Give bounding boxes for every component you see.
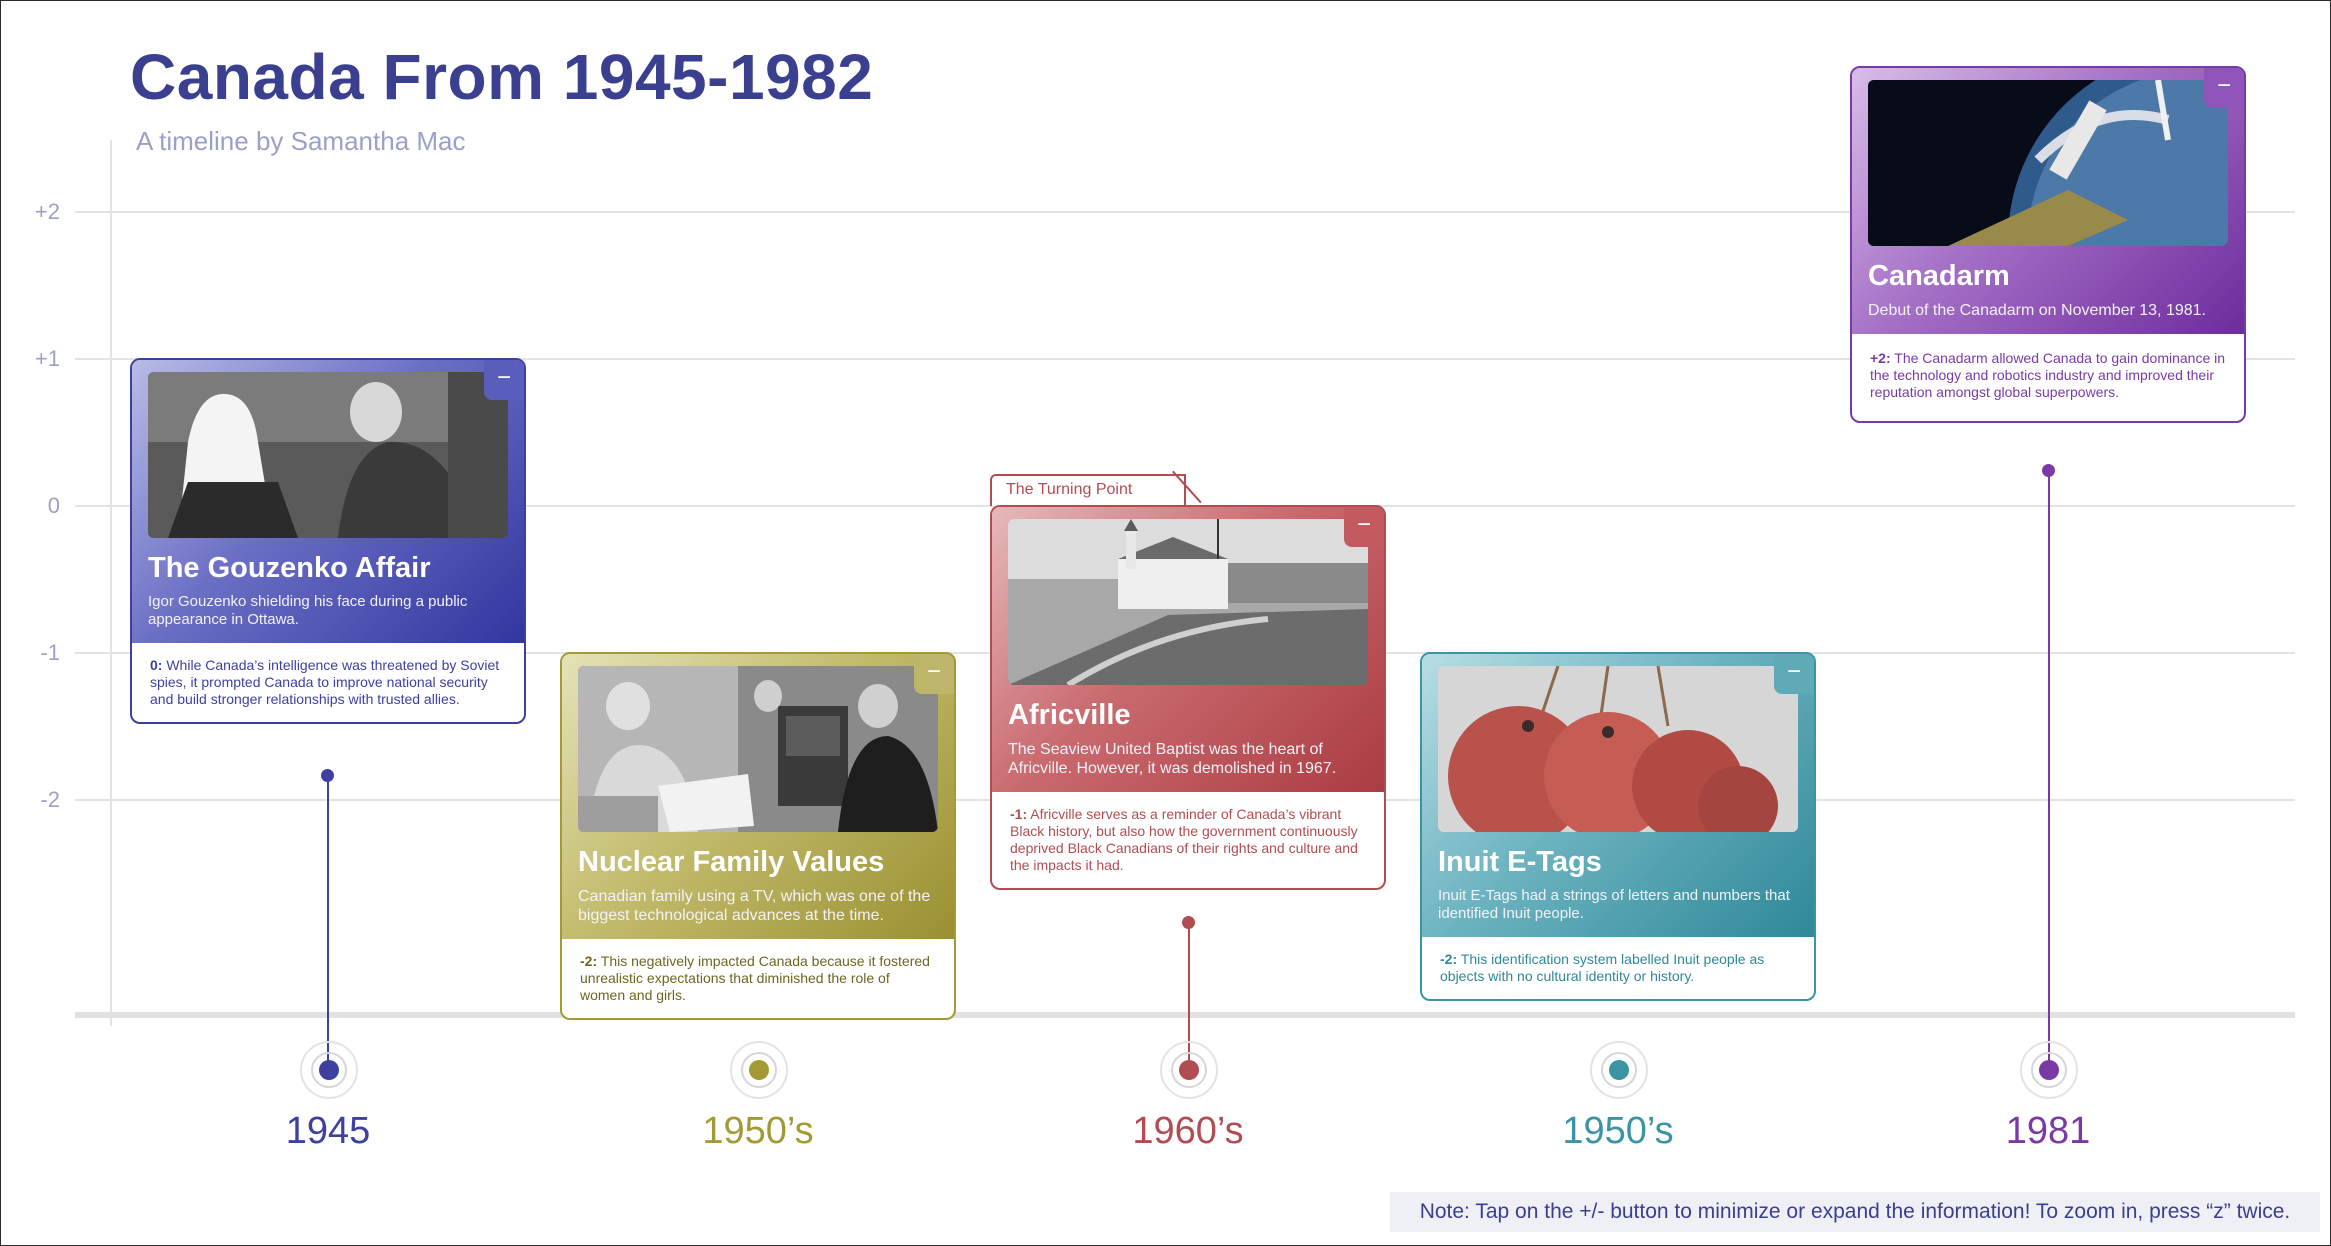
card-impact: -2: This identification system labelled … [1422, 937, 1814, 999]
timeline-marker-1981[interactable] [2020, 1041, 2078, 1099]
impact-score: -2: [1440, 951, 1458, 967]
timeline-baseline [75, 1012, 2295, 1018]
impact-text: This identification system labelled Inui… [1440, 951, 1765, 984]
impact-text: The Canadarm allowed Canada to gain domi… [1870, 350, 2226, 400]
card-caption: Inuit E-Tags had a strings of letters an… [1438, 887, 1790, 922]
impact-score: +2: [1870, 350, 1891, 366]
card-header: Canadarm Debut of the Canadarm on Novemb… [1852, 68, 2244, 334]
card-impact: -2: This negatively impacted Canada beca… [562, 939, 954, 1018]
stem-1945 [327, 775, 329, 1070]
africville-photo-art [1008, 519, 1368, 685]
africville-photo [1008, 519, 1368, 685]
turning-point-tab: The Turning Point [990, 474, 1186, 506]
minus-icon[interactable]: − [2204, 68, 2244, 108]
card-title: The Gouzenko Affair [148, 552, 431, 584]
inuit-e-tags-photo [1438, 666, 1798, 832]
card-impact: -1: Africville serves as a reminder of C… [992, 792, 1384, 888]
event-card-nuclear-family: Nuclear Family Values Canadian family us… [560, 652, 956, 1020]
year-label: 1960’s [1132, 1110, 1244, 1152]
y-label-plus1: +1 [34, 346, 60, 371]
y-label-minus2: -2 [40, 787, 60, 812]
help-note: Note: Tap on the +/- button to minimize … [1390, 1192, 2320, 1232]
stem-1960s [1188, 922, 1190, 1072]
impact-text: While Canada’s intelligence was threaten… [150, 657, 500, 707]
timeline-marker-1960s[interactable] [1160, 1041, 1218, 1099]
timeline-marker-1945[interactable] [300, 1041, 358, 1099]
stem-dot-1945 [321, 769, 334, 782]
gouzenko-photo [148, 372, 508, 538]
minus-icon[interactable]: − [1344, 507, 1384, 547]
stem-dot-1960s [1182, 916, 1195, 929]
canadarm-photo-art [1868, 80, 2228, 246]
year-label: 1950’s [702, 1110, 814, 1152]
canadarm-photo [1868, 80, 2228, 246]
stem-dot-1981 [2042, 464, 2055, 477]
nuclear-family-photo-art [578, 666, 938, 832]
card-title: Africville [1008, 699, 1131, 731]
page-title: Canada From 1945-1982 [130, 41, 874, 113]
card-caption: Igor Gouzenko shielding his face during … [148, 593, 468, 628]
minus-icon[interactable]: − [1774, 654, 1814, 694]
card-title: Nuclear Family Values [578, 846, 885, 878]
page-subtitle: A timeline by Samantha Mac [136, 126, 466, 156]
event-card-canadarm: Canadarm Debut of the Canadarm on Novemb… [1850, 66, 2246, 423]
event-card-africville: Africville The Seaview United Baptist wa… [990, 505, 1386, 890]
inuit-e-tags-photo-art [1438, 666, 1798, 832]
nuclear-family-photo [578, 666, 938, 832]
impact-score: -2: [580, 953, 598, 969]
card-title: Canadarm [1868, 260, 2010, 292]
y-axis [110, 140, 112, 1026]
card-header: Africville The Seaview United Baptist wa… [992, 507, 1384, 792]
card-impact: 0: While Canada’s intelligence was threa… [132, 643, 524, 722]
card-caption: The Seaview United Baptist was the heart… [1008, 741, 1337, 777]
card-caption: Debut of the Canadarm on November 13, 19… [1868, 302, 2206, 319]
minus-icon[interactable]: − [914, 654, 954, 694]
y-label-zero: 0 [47, 493, 60, 518]
impact-text: Africville serves as a reminder of Canad… [1010, 806, 1358, 873]
timeline-marker-1950s-nuclear[interactable] [730, 1041, 788, 1099]
year-label: 1950’s [1562, 1110, 1674, 1152]
impact-score: -1: [1010, 806, 1028, 822]
gridline-plus2 [75, 211, 2295, 213]
event-card-gouzenko: The Gouzenko Affair Igor Gouzenko shield… [130, 358, 526, 724]
year-label: 1981 [2005, 1110, 2091, 1152]
year-label: 1945 [285, 1110, 371, 1152]
impact-text: This negatively impacted Canada because … [580, 953, 930, 1003]
impact-score: 0: [150, 657, 163, 673]
card-header: The Gouzenko Affair Igor Gouzenko shield… [132, 360, 524, 643]
card-title: Inuit E-Tags [1438, 846, 1602, 878]
card-header: Inuit E-Tags Inuit E-Tags had a strings … [1422, 654, 1814, 937]
timeline-marker-1950s-inuit[interactable] [1590, 1041, 1648, 1099]
stem-1981 [2048, 470, 2050, 1070]
gridline-plus1 [75, 358, 2295, 360]
card-caption: Canadian family using a TV, which was on… [578, 888, 931, 924]
card-impact: +2: The Canadarm allowed Canada to gain … [1852, 334, 2244, 421]
gouzenko-photo-art [148, 372, 508, 538]
event-card-inuit-e-tags: Inuit E-Tags Inuit E-Tags had a strings … [1420, 652, 1816, 1001]
y-label-plus2: +2 [34, 199, 60, 224]
turning-point-label: The Turning Point [1006, 481, 1133, 498]
minus-icon[interactable]: − [484, 360, 524, 400]
y-label-minus1: -1 [40, 640, 60, 665]
card-header: Nuclear Family Values Canadian family us… [562, 654, 954, 939]
